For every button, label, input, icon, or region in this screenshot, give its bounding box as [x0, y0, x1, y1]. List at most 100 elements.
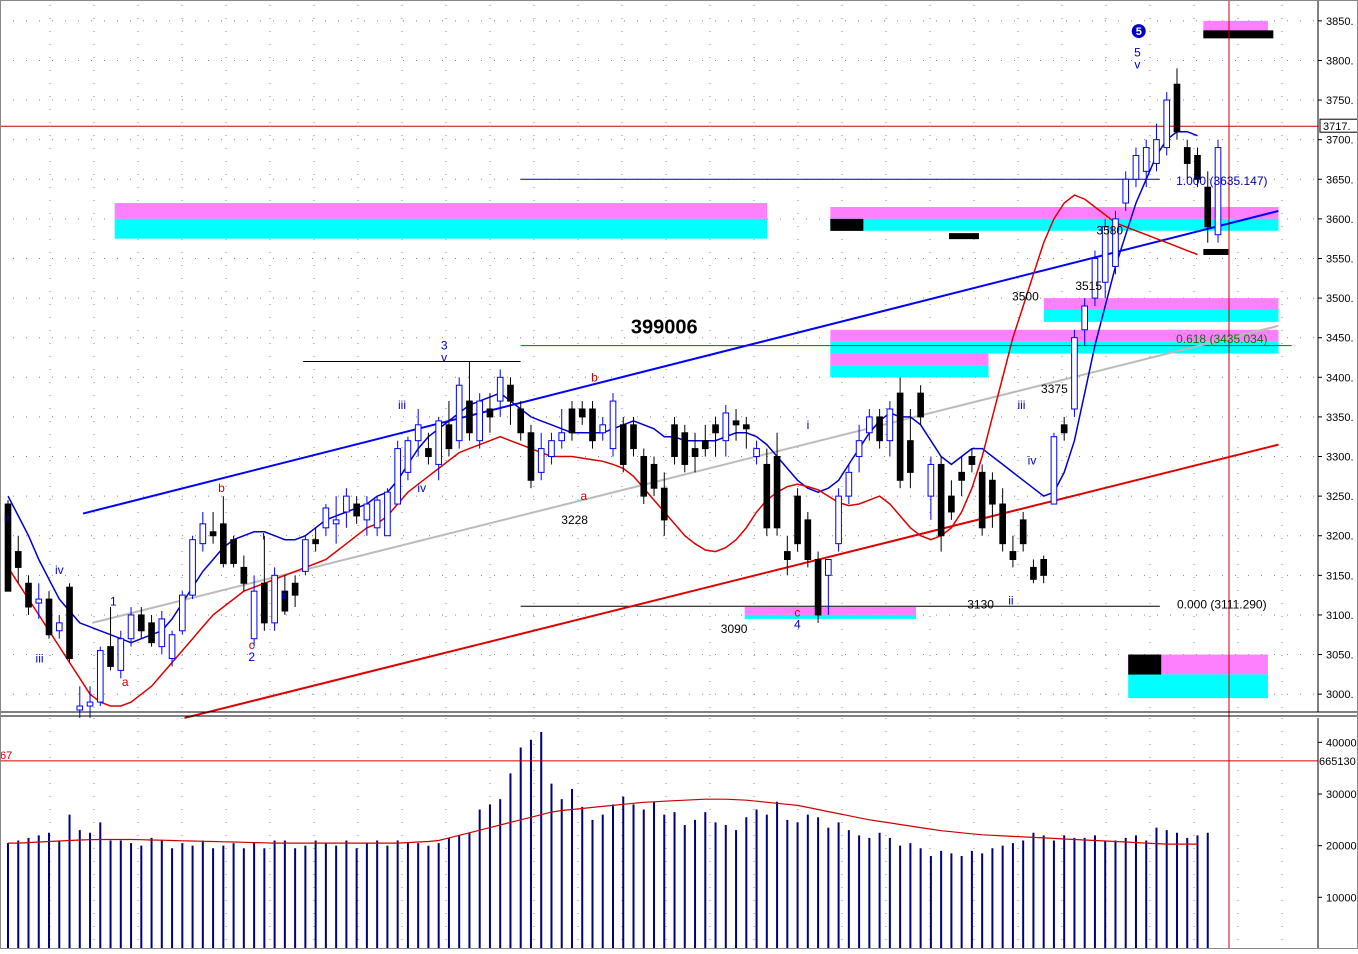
wave-label: i	[807, 418, 810, 432]
candle-body	[230, 539, 237, 564]
candle-body	[619, 424, 627, 465]
price-axis-background	[1318, 0, 1358, 712]
candle-body	[691, 448, 699, 458]
candle-body	[589, 408, 596, 442]
candle-body	[404, 440, 412, 473]
candle-body	[732, 420, 740, 426]
volume-left-value: 67	[0, 750, 12, 762]
price-axis-tick-label: 3500.	[1326, 293, 1354, 305]
candle-body	[978, 471, 986, 529]
trend-line	[82, 209, 1279, 515]
candle-body	[117, 638, 125, 671]
wave-label: a	[122, 675, 129, 689]
support-zone-cyan	[830, 218, 1279, 231]
candle-body	[937, 463, 945, 537]
candle-body	[261, 582, 268, 624]
candle-body	[548, 440, 555, 458]
wave-label: 0.618 (3435.034)	[1176, 332, 1267, 346]
candle-body	[804, 519, 812, 560]
wave-label: 3500	[1012, 289, 1039, 303]
candle-body	[425, 448, 432, 458]
candle-body	[158, 618, 166, 648]
candle-body	[640, 456, 648, 497]
candle-body	[742, 424, 750, 430]
price-axis-tick-label: 3200.	[1326, 531, 1354, 543]
current-price-label: 3717.	[1323, 121, 1351, 133]
candle-body	[1132, 155, 1140, 180]
candle-body	[66, 586, 73, 660]
candle-body	[240, 566, 248, 584]
volume-moving-average	[8, 798, 1198, 845]
reference-lines-group	[303, 178, 1292, 607]
candle-body	[394, 448, 401, 505]
moving-average-slow	[7, 194, 1198, 707]
candle-body	[578, 408, 586, 418]
price-axis-tick-label: 3000.	[1326, 689, 1354, 701]
candle-body	[199, 523, 207, 545]
price-axis-tick-label: 3250.	[1326, 491, 1354, 503]
candle-body	[96, 650, 104, 703]
volume-bars-group	[7, 732, 1209, 949]
wave-label: iv	[417, 481, 426, 495]
candle-body	[701, 440, 709, 450]
candle-body	[455, 384, 463, 442]
candle-body	[958, 471, 965, 481]
support-zone-cyan	[830, 341, 1279, 354]
candle-body	[609, 400, 617, 450]
wave-label: 3	[441, 339, 448, 353]
candle-body	[1091, 257, 1099, 299]
volume-axis-background	[1318, 718, 1358, 949]
candle-body	[1142, 147, 1150, 172]
support-zone-pink	[744, 607, 917, 615]
zones-group	[114, 20, 1279, 699]
candle-body	[917, 392, 924, 418]
current-price-box	[1319, 118, 1358, 133]
wave-label: 0.000 (3111.290)	[1177, 598, 1267, 612]
candle-body	[496, 376, 504, 402]
candle-body	[517, 408, 525, 434]
zone-marker	[1128, 654, 1162, 675]
circled-wave-label: 5	[1136, 26, 1142, 38]
wave-label: v	[1134, 57, 1140, 71]
price-axis-tick-label: 3050.	[1326, 650, 1354, 662]
annotations-group: 399006 1.000 (3635.147) 0.618 (3435.034) 0.…	[4, 45, 1268, 689]
wave-label: c	[249, 638, 255, 652]
support-zone-cyan	[1043, 309, 1279, 322]
candle-body	[537, 448, 545, 473]
candle-body	[343, 495, 350, 513]
price-axis-tick-label: 3450.	[1326, 333, 1354, 345]
candle-body	[250, 590, 258, 640]
candle-body	[435, 420, 442, 465]
price-axis-tick-label: 3150.	[1326, 570, 1354, 582]
wave-label: 1.000 (3635.147)	[1176, 174, 1267, 188]
candle-body	[302, 539, 309, 572]
candle-body	[291, 582, 299, 596]
candle-body	[35, 598, 43, 604]
candle-body	[414, 424, 422, 442]
candle-body	[722, 412, 730, 442]
support-zone-pink	[1128, 654, 1268, 675]
price-axis-tick-label: 3350.	[1326, 412, 1354, 424]
candle-body	[322, 507, 330, 529]
volume-axis-tick-label: 40000	[1326, 737, 1357, 749]
candle-body	[86, 701, 94, 707]
candle-body	[1122, 178, 1130, 204]
support-zone-pink	[114, 203, 768, 219]
candle-body	[784, 551, 791, 560]
price-axis-tick-label: 3400.	[1326, 372, 1354, 384]
wave-label: ii	[281, 588, 286, 602]
candle-body	[45, 598, 53, 636]
candle-body	[1081, 305, 1089, 331]
support-zone-pink	[1043, 298, 1279, 310]
candle-body	[1101, 226, 1109, 283]
candle-body	[814, 558, 822, 616]
wave-label: i	[262, 529, 265, 543]
candle-body	[1153, 139, 1160, 164]
candles-group	[4, 68, 1222, 718]
candle-body	[476, 400, 484, 442]
support-zone-cyan	[744, 614, 917, 619]
wave-label: c	[794, 606, 800, 620]
price-axis-tick-label: 3600.	[1326, 214, 1354, 226]
wave-label: v	[441, 350, 447, 364]
candle-body	[363, 503, 371, 521]
